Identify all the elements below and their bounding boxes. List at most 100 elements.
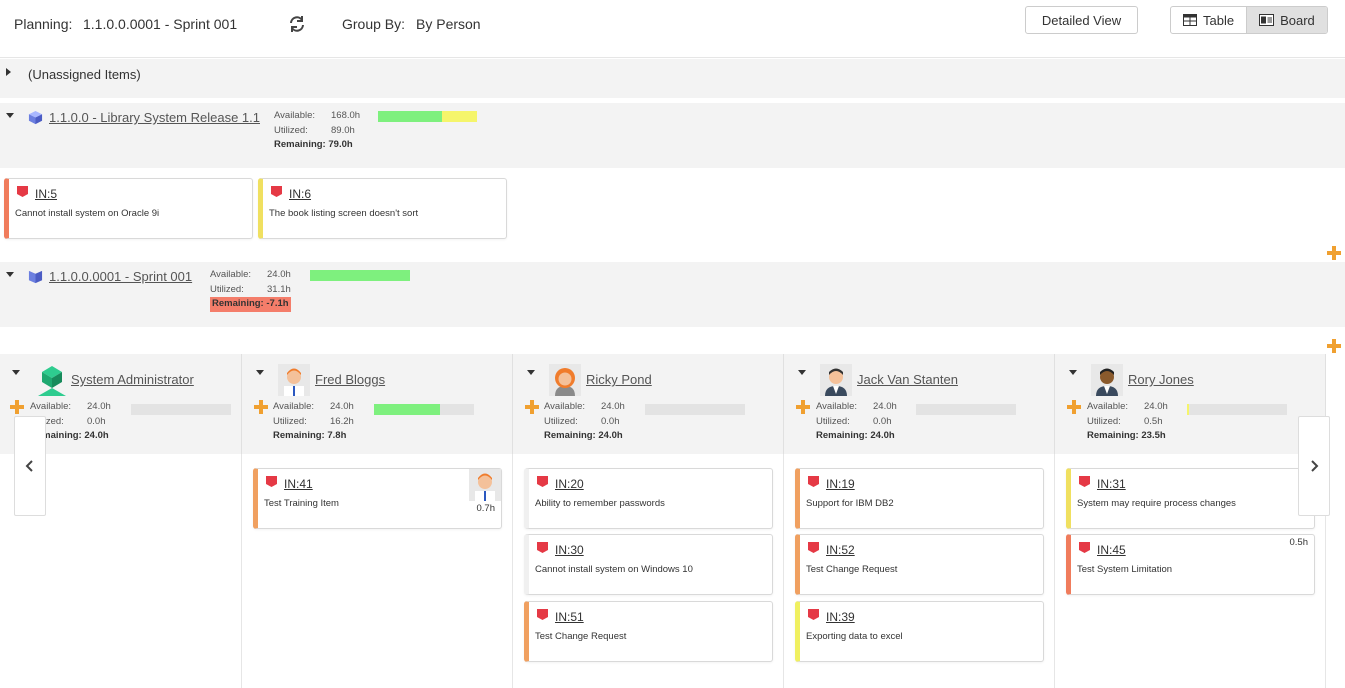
card-item[interactable]: IN:19 Support for IBM DB2	[795, 468, 1044, 529]
planning-selector[interactable]: 1.1.0.0.0001 - Sprint 001	[83, 16, 238, 32]
add-item-plus-icon[interactable]	[1327, 246, 1341, 260]
incident-flag-icon	[537, 476, 548, 487]
collapse-caret-icon[interactable]	[6, 113, 14, 118]
person-stats: Available: 24.0h Utilized: 0.0h Remaining:…	[544, 400, 625, 444]
refresh-icon[interactable]	[288, 15, 306, 33]
incident-flag-icon	[808, 542, 819, 553]
incident-flag-icon	[17, 186, 28, 197]
card-title: Ability to remember passwords	[535, 498, 665, 509]
card-item[interactable]: IN:31 System may require process changes	[1066, 468, 1315, 529]
card-item[interactable]: IN:30 Cannot install system on Windows 1…	[524, 534, 773, 595]
utilized-label: Utilized:	[544, 415, 578, 427]
person-stats: Available: 24.0h Utilized: 16.2h Remaining…	[273, 400, 354, 444]
remaining-value: 79.0h	[328, 139, 353, 150]
card-id-link[interactable]: IN:20	[555, 477, 584, 491]
table-icon	[1183, 14, 1197, 26]
incident-flag-icon	[537, 542, 548, 553]
jack-avatar	[820, 364, 852, 396]
card-title: Support for IBM DB2	[806, 498, 894, 509]
table-view-button[interactable]: Table	[1171, 7, 1246, 33]
incident-flag-icon	[1079, 542, 1090, 553]
utilized-label: Utilized:	[273, 415, 307, 427]
rory-avatar	[1091, 364, 1123, 396]
collapse-caret-icon[interactable]	[6, 272, 14, 277]
card-item[interactable]: IN:5 Cannot install system on Oracle 9i	[4, 178, 253, 239]
scroll-left-button[interactable]	[14, 416, 46, 516]
sprint-icon	[28, 270, 43, 284]
column-divider	[512, 454, 513, 688]
card-id-link[interactable]: IN:19	[826, 477, 855, 491]
sprint-title-link[interactable]: 1.1.0.0.0001 - Sprint 001	[49, 269, 193, 284]
release-band: 1.1.0.0 - Library System Release 1.1 Ava…	[0, 103, 1345, 168]
available-label: Available:	[210, 269, 252, 280]
card-item[interactable]: IN:52 Test Change Request	[795, 534, 1044, 595]
available-label: Available:	[274, 110, 316, 121]
incident-flag-icon	[808, 609, 819, 620]
collapse-caret-icon[interactable]	[527, 370, 535, 375]
available-value: 24.0h	[87, 401, 111, 412]
remaining-value: 23.5h	[1141, 430, 1166, 441]
card-id-link[interactable]: IN:41	[284, 477, 313, 491]
add-item-plus-icon[interactable]	[10, 400, 24, 414]
available-label: Available:	[30, 401, 72, 412]
card-id-link[interactable]: IN:52	[826, 543, 855, 557]
card-item[interactable]: IN:41 Test Training Item 0.7h	[253, 468, 502, 529]
incident-flag-icon	[537, 609, 548, 620]
person-name-link[interactable]: Fred Bloggs	[315, 372, 386, 387]
add-item-plus-icon[interactable]	[254, 400, 268, 414]
person-name-link[interactable]: Ricky Pond	[586, 372, 652, 387]
card-item[interactable]: IN:51 Test Change Request	[524, 601, 773, 662]
add-item-plus-icon[interactable]	[796, 400, 810, 414]
column-divider	[1325, 454, 1326, 688]
add-item-plus-icon[interactable]	[525, 400, 539, 414]
expand-caret-icon[interactable]	[6, 68, 11, 76]
scroll-right-button[interactable]	[1298, 416, 1330, 516]
collapse-caret-icon[interactable]	[12, 370, 20, 375]
remaining-label: Remaining:	[1087, 430, 1139, 441]
card-item[interactable]: IN:6 The book listing screen doesn't sor…	[258, 178, 507, 239]
card-item[interactable]: IN:45 Test System Limitation 0.5h	[1066, 534, 1315, 595]
remaining-label: Remaining:	[816, 430, 868, 441]
person-progress-bar	[131, 404, 231, 415]
incident-flag-icon	[266, 476, 277, 487]
available-value: 24.0h	[330, 401, 354, 412]
card-id-link[interactable]: IN:51	[555, 610, 584, 624]
board-view-button[interactable]: Board	[1246, 7, 1327, 33]
person-name-link[interactable]: Rory Jones	[1128, 372, 1194, 387]
person-name-link[interactable]: Jack Van Stanten	[857, 372, 958, 387]
collapse-caret-icon[interactable]	[798, 370, 806, 375]
card-title: Test Training Item	[264, 498, 339, 509]
person-column-header: Fred Bloggs Available: 24.0h Utilized: 16.…	[242, 354, 513, 454]
fred-avatar	[278, 364, 310, 396]
card-item[interactable]: IN:39 Exporting data to excel	[795, 601, 1044, 662]
utilized-label: Utilized:	[1087, 415, 1121, 427]
person-name-link[interactable]: System Administrator	[71, 372, 194, 387]
card-id-link[interactable]: IN:31	[1097, 477, 1126, 491]
unassigned-band: (Unassigned Items)	[0, 59, 1345, 98]
person-progress-bar	[645, 404, 745, 415]
card-id-link[interactable]: IN:6	[289, 187, 312, 201]
release-title-link[interactable]: 1.1.0.0 - Library System Release 1.1	[49, 110, 260, 125]
collapse-caret-icon[interactable]	[1069, 370, 1077, 375]
card-id-link[interactable]: IN:5	[35, 187, 58, 201]
add-item-plus-icon[interactable]	[1067, 400, 1081, 414]
detailed-view-button[interactable]: Detailed View	[1025, 6, 1138, 34]
add-item-plus-icon[interactable]	[1327, 339, 1341, 353]
person-stats: Available: 24.0h Utilized: 0.0h Remaining:…	[816, 400, 897, 444]
unassigned-label[interactable]: (Unassigned Items)	[28, 67, 141, 82]
sprint-stats: Available: 24.0h Utilized: 31.1h Remaining…	[210, 268, 291, 312]
card-id-link[interactable]: IN:39	[826, 610, 855, 624]
remaining-label: Remaining:	[273, 430, 325, 441]
utilized-label: Utilized:	[210, 283, 244, 295]
groupby-selector[interactable]: By Person	[416, 16, 481, 32]
collapse-caret-icon[interactable]	[256, 370, 264, 375]
remaining-value: 24.0h	[598, 430, 623, 441]
available-value: 168.0h	[331, 110, 361, 121]
release-cube-icon	[28, 110, 43, 125]
sprint-progress-bar	[310, 270, 410, 281]
card-id-link[interactable]: IN:45	[1097, 543, 1126, 557]
card-item[interactable]: IN:20 Ability to remember passwords	[524, 468, 773, 529]
person-progress-fill	[374, 404, 440, 415]
card-id-link[interactable]: IN:30	[555, 543, 584, 557]
ricky-avatar	[549, 364, 581, 396]
